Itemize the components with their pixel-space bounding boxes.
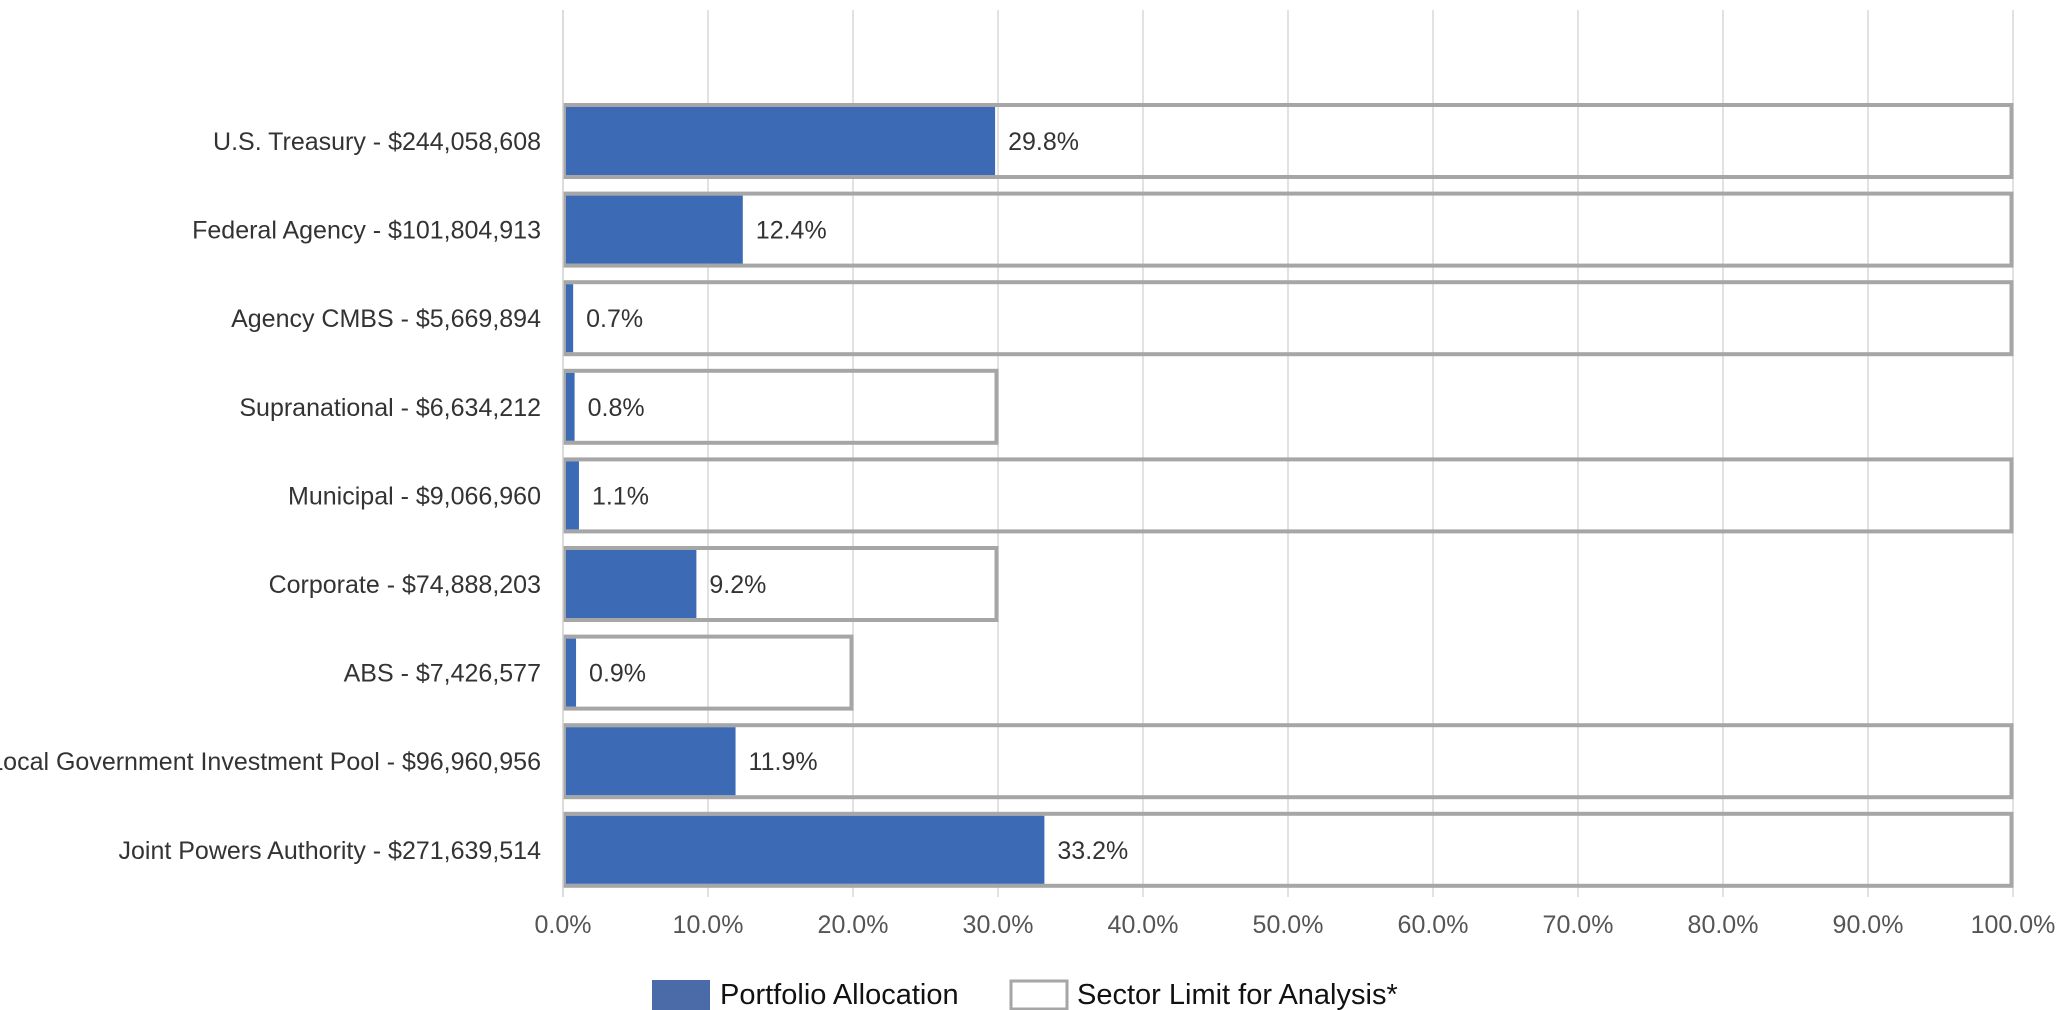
x-axis-tick-labels: 0.0% 10.0% 20.0% 30.0% 40.0% 50.0% 60.0% 70.0% 8… [535, 911, 2056, 939]
legend-item-portfolio-allocation: Portfolio Allocation [652, 979, 959, 1010]
portfolio-allocation-bar [566, 461, 579, 530]
legend-label-portfolio-allocation: Portfolio Allocation [720, 979, 959, 1010]
portfolio-allocation-bar [566, 638, 577, 707]
category-label: Agency CMBS - $5,669,894 [231, 305, 541, 333]
sector-limit-bar [562, 457, 2014, 534]
category-label: Federal Agency - $101,804,913 [192, 217, 541, 245]
value-label: 29.8% [1008, 128, 1079, 156]
legend-label-sector-limit: Sector Limit for Analysis* [1077, 979, 1398, 1010]
x-tick-label: 40.0% [1108, 911, 1179, 939]
category-label: Corporate - $74,888,203 [269, 571, 541, 599]
sector-limit-bar [562, 634, 854, 711]
category-label: Supranational - $6,634,212 [239, 394, 541, 422]
sector-limit-bar [562, 103, 2014, 179]
x-tick-label: 60.0% [1398, 911, 1469, 939]
category-labels: U.S. Treasury - $244,058,608 Federal Agen… [0, 128, 541, 865]
value-label: 0.7% [586, 305, 643, 333]
portfolio-allocation-bar [566, 727, 736, 796]
category-label: Municipal - $9,066,960 [288, 482, 541, 510]
sector-limit-bar [562, 811, 2014, 888]
value-labels: 29.8% 12.4% 0.7% 0.8% 1.1% 9.2% 0.9% 11.9% 33.2% [586, 128, 1128, 865]
x-tick-label: 0.0% [535, 911, 592, 939]
portfolio-allocation-bar [566, 284, 574, 353]
legend-item-sector-limit: Sector Limit for Analysis* [1009, 979, 1398, 1010]
x-tick-label: 90.0% [1833, 911, 1904, 939]
portfolio-allocation-bar [566, 550, 697, 618]
value-label: 0.8% [588, 394, 645, 422]
category-label: Joint Powers Authority - $271,639,514 [119, 837, 542, 865]
x-tick-label: 100.0% [1971, 911, 2056, 939]
portfolio-allocation-bar [566, 195, 743, 264]
portfolio-allocation-bars [566, 107, 1045, 884]
x-tick-label: 10.0% [673, 911, 744, 939]
legend-swatch-portfolio-allocation [652, 980, 710, 1010]
legend: Portfolio Allocation Sector Limit for An… [652, 979, 1398, 1010]
portfolio-allocation-bar [566, 107, 996, 175]
portfolio-allocation-bar [566, 815, 1045, 884]
sector-limit-bar [562, 368, 999, 445]
sector-limit-bars [562, 103, 2014, 888]
sector-limit-bar [562, 280, 2014, 357]
category-label: Local Government Investment Pool - $96,9… [0, 748, 541, 776]
value-label: 0.9% [589, 660, 646, 688]
sector-limit-bar [562, 546, 999, 622]
value-label: 1.1% [592, 482, 649, 510]
value-label: 33.2% [1057, 837, 1128, 865]
x-tick-label: 30.0% [963, 911, 1034, 939]
x-tick-label: 80.0% [1688, 911, 1759, 939]
value-label: 12.4% [756, 217, 827, 245]
legend-swatch-sector-limit [1009, 979, 1069, 1010]
x-tick-label: 70.0% [1543, 911, 1614, 939]
portfolio-allocation-bar [566, 372, 575, 441]
value-label: 11.9% [749, 748, 818, 776]
sector-limit-bar [562, 723, 2014, 800]
category-label: ABS - $7,426,577 [344, 660, 541, 688]
value-label: 9.2% [709, 571, 766, 599]
x-tick-label: 20.0% [818, 911, 889, 939]
category-label: U.S. Treasury - $244,058,608 [213, 128, 541, 156]
x-tick-label: 50.0% [1253, 911, 1324, 939]
sector-limit-bar [562, 191, 2014, 268]
